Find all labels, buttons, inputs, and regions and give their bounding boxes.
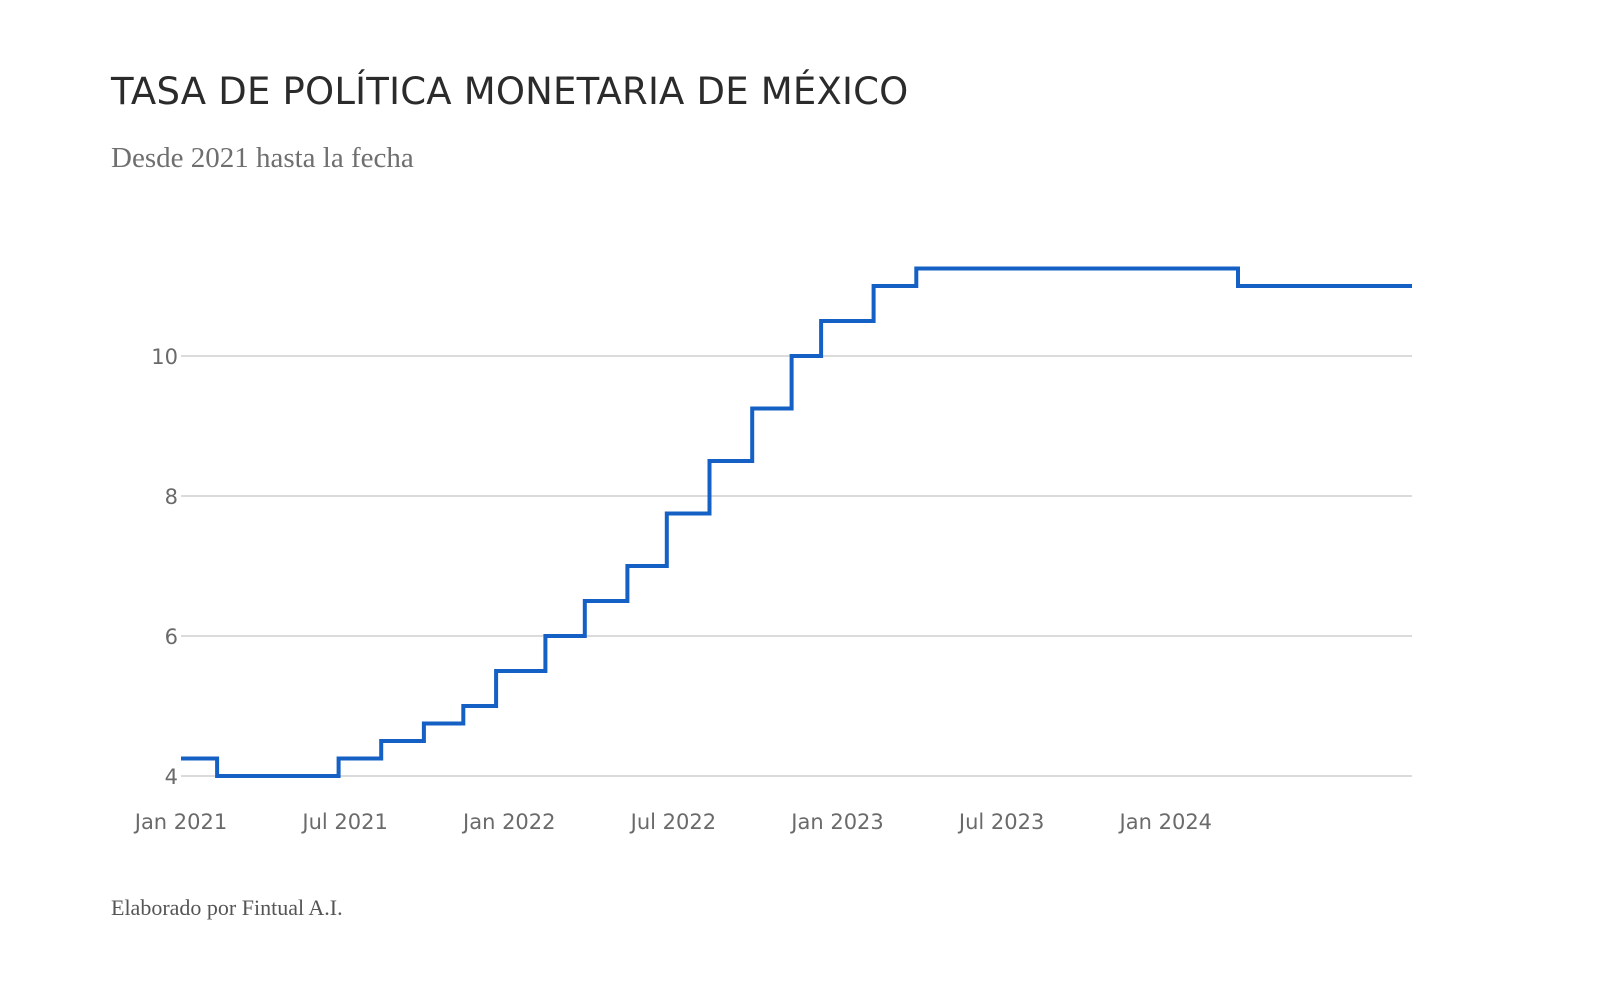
x-tick-label: Jan 2021: [133, 810, 228, 834]
chart-subtitle: Desde 2021 hasta la fecha: [111, 142, 414, 174]
y-axis-ticks: 4 6 8 10: [151, 345, 178, 789]
x-tick-label: Jan 2022: [461, 810, 556, 834]
x-tick-label: Jan 2023: [789, 810, 884, 834]
y-tick-label: 8: [165, 485, 178, 509]
y-tick-label: 4: [165, 765, 178, 789]
y-tick-label: 6: [165, 625, 178, 649]
x-axis-ticks: Jan 2021 Jul 2021 Jan 2022 Jul 2022 Jan 2023…: [133, 810, 1212, 834]
y-tick-label: 10: [151, 345, 178, 369]
series-layer: [181, 266, 1412, 778]
x-tick-label: Jul 2023: [957, 810, 1044, 834]
chart-title: TASA DE POLÍTICA MONETARIA DE MÉXICO: [111, 70, 909, 113]
footer-credit: Elaborado por Fintual A.I.: [111, 895, 343, 920]
x-tick-label: Jan 2024: [1118, 810, 1213, 834]
grid-lines: [181, 355, 1412, 777]
x-tick-label: Jul 2022: [629, 810, 716, 834]
series-line-0: [181, 266, 1412, 778]
x-tick-label: Jul 2021: [300, 810, 387, 834]
